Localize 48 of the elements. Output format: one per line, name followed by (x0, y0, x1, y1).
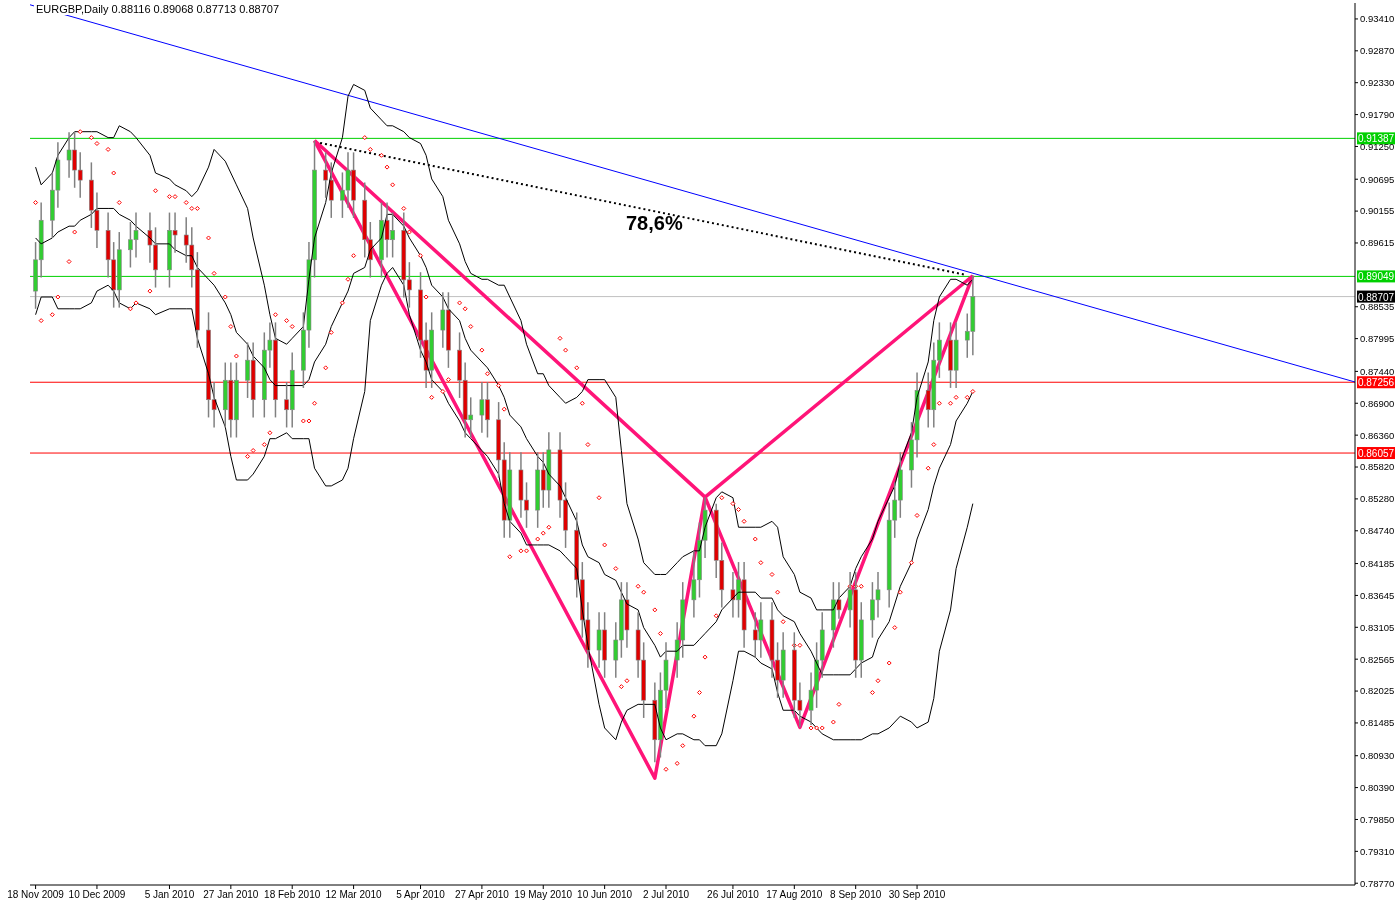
y-tick-label: 0.86900 (1360, 397, 1395, 409)
y-tick-label: 0.84740 (1360, 525, 1395, 537)
y-tick-label: 0.93410 (1360, 13, 1395, 25)
y-tick-label: 0.80390 (1360, 781, 1395, 793)
x-tick-label: 30 Sep 2010 (888, 889, 946, 901)
y-tick-label: 0.85280 (1360, 493, 1395, 505)
x-tick-label: 10 Dec 2009 (68, 889, 126, 901)
x-tick-label: 18 Feb 2010 (264, 889, 321, 901)
y-tick-label: 0.79310 (1360, 845, 1395, 857)
y-tick-label: 0.80930 (1360, 750, 1395, 762)
y-tick-label: 0.90155 (1360, 205, 1395, 217)
y-tick-label: 0.82565 (1360, 653, 1395, 665)
y-tick-label: 0.83645 (1360, 589, 1395, 601)
y-tick-label: 0.84185 (1360, 557, 1395, 569)
y-tick-label: 0.87995 (1360, 332, 1395, 344)
y-tick-label: 0.79850 (1360, 813, 1395, 825)
y-tick-label: 0.92330 (1360, 77, 1395, 89)
y-tick-label: 0.82025 (1360, 685, 1395, 697)
y-tick-label: 0.89615 (1360, 237, 1395, 249)
y-tick-label: 0.88535 (1360, 301, 1395, 313)
x-tick-label: 17 Aug 2010 (766, 889, 823, 901)
x-tick-label: 12 Mar 2010 (325, 889, 383, 901)
y-tick-label: 0.78770 (1360, 877, 1395, 889)
chart-title: EURGBP,Daily 0.88116 0.89068 0.87713 0.88707 (34, 3, 281, 15)
y-tick-label: 0.83105 (1360, 621, 1395, 633)
y-tick-label: 0.85820 (1360, 461, 1395, 473)
ref-line-label: 0.88707 (1357, 291, 1395, 303)
y-tick-label: 0.81485 (1360, 717, 1395, 729)
x-tick-label: 27 Jan 2010 (203, 889, 259, 901)
x-tick-label: 5 Jan 2010 (144, 889, 195, 901)
x-tick-label: 26 Jul 2010 (707, 889, 760, 901)
ref-line-label: 0.86057 (1357, 448, 1395, 460)
x-tick-label: 8 Sep 2010 (830, 889, 882, 901)
x-tick-label: 27 Apr 2010 (454, 889, 510, 901)
annotation: 78,6% (626, 212, 683, 235)
ref-line-label: 0.91387 (1357, 133, 1395, 145)
x-tick-label: 19 May 2010 (514, 889, 573, 901)
y-tick-label: 0.87440 (1360, 365, 1395, 377)
y-tick-label: 0.90695 (1360, 173, 1395, 185)
x-tick-label: 18 Nov 2009 (7, 889, 65, 901)
y-tick-label: 0.92870 (1360, 45, 1395, 57)
ref-line-label: 0.87256 (1357, 377, 1395, 389)
ref-line-label: 0.89049 (1357, 271, 1395, 283)
y-tick-label: 0.86360 (1360, 429, 1395, 441)
x-tick-label: 5 Apr 2010 (396, 889, 446, 901)
x-tick-label: 2 Jul 2010 (642, 889, 690, 901)
x-tick-label: 10 Jun 2010 (577, 889, 633, 901)
y-tick-label: 0.91790 (1360, 108, 1395, 120)
